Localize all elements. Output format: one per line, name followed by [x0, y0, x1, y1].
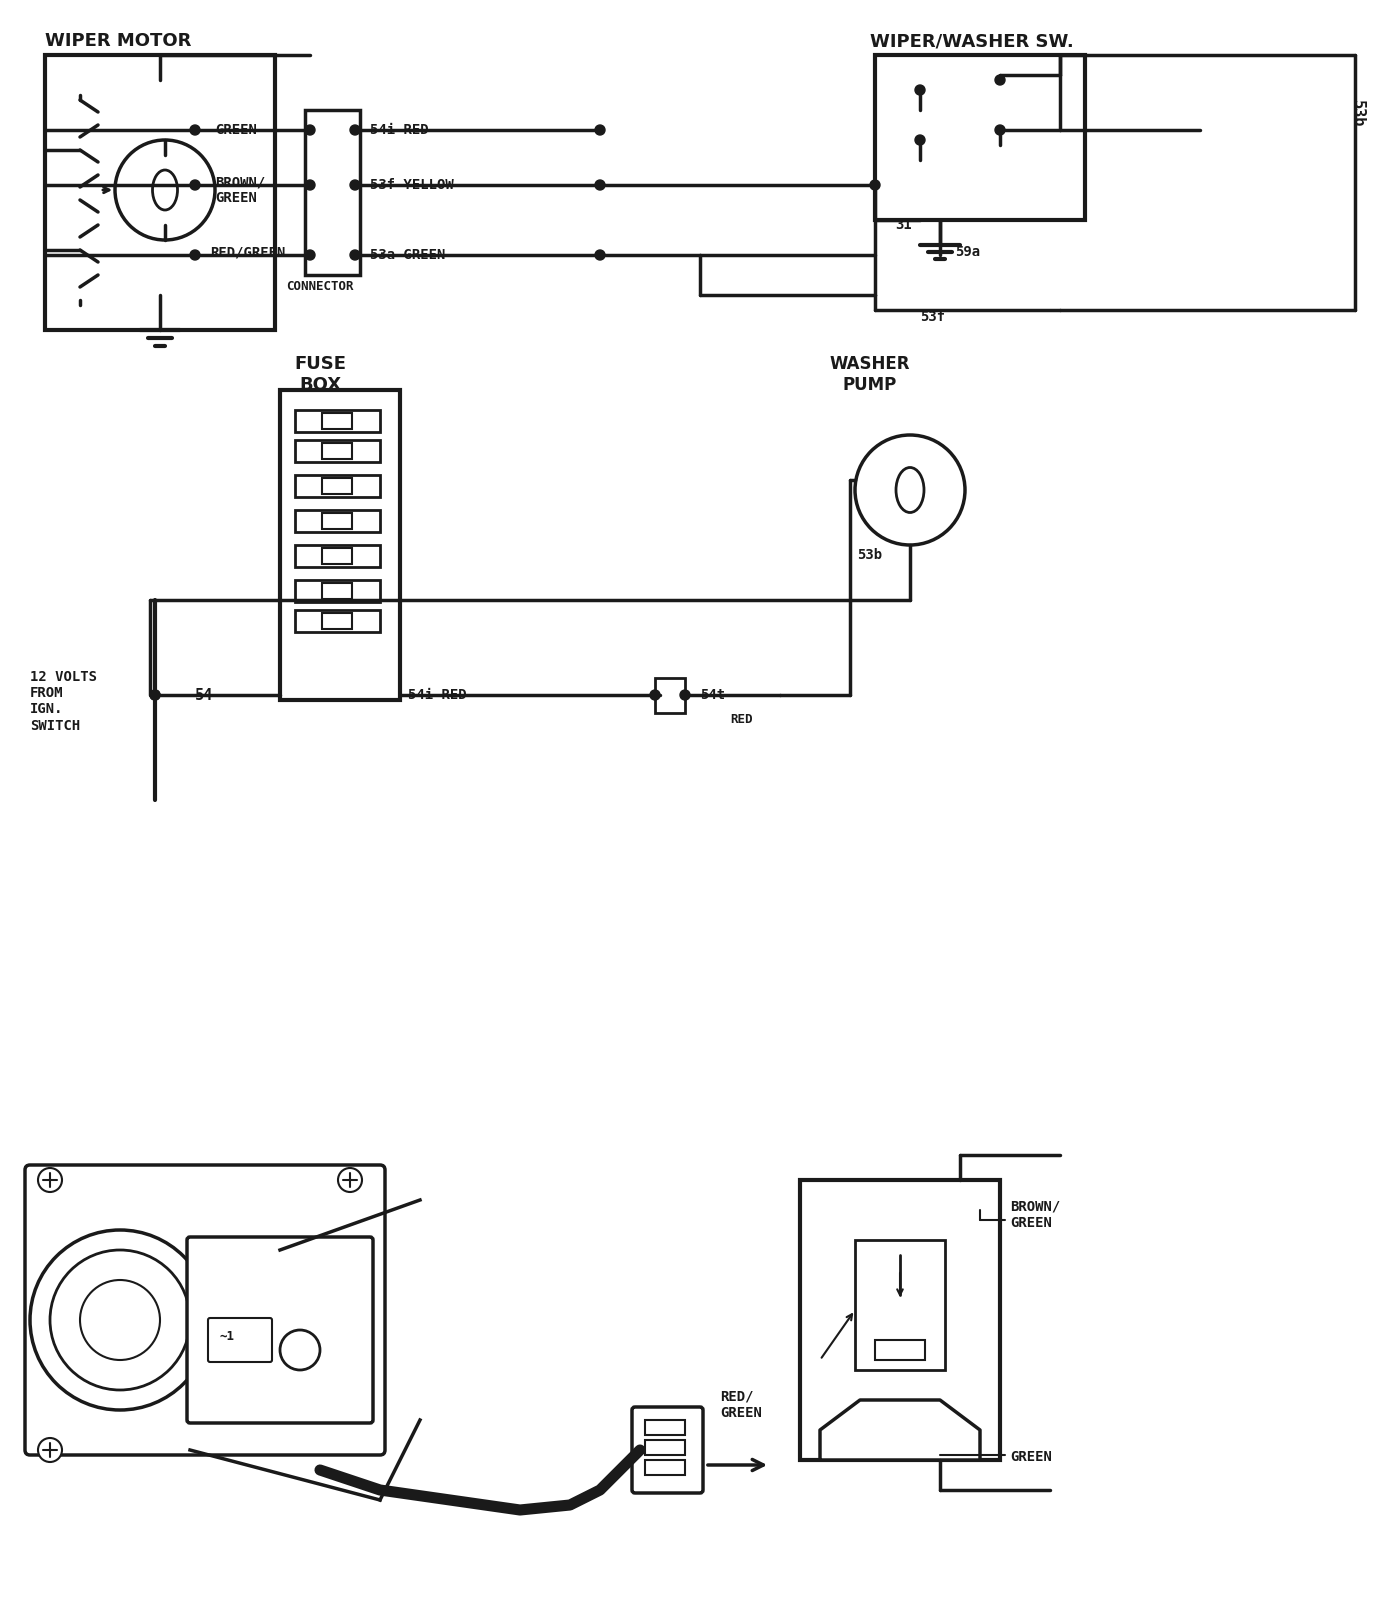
Text: 54t: 54t — [701, 688, 725, 702]
Circle shape — [916, 134, 925, 146]
Text: 54i RED: 54i RED — [408, 688, 466, 702]
Circle shape — [338, 1168, 363, 1192]
Bar — [295, 510, 381, 531]
Text: CONNECTOR: CONNECTOR — [287, 280, 354, 293]
Text: WIPER MOTOR: WIPER MOTOR — [46, 32, 192, 50]
Ellipse shape — [896, 467, 924, 512]
Circle shape — [594, 179, 605, 190]
Circle shape — [594, 125, 605, 134]
Ellipse shape — [153, 170, 178, 210]
Bar — [855, 1240, 945, 1370]
Text: GREEN: GREEN — [215, 123, 256, 138]
Circle shape — [916, 85, 925, 94]
Bar — [323, 582, 352, 598]
Circle shape — [190, 179, 200, 190]
Circle shape — [350, 125, 360, 134]
Bar — [645, 1421, 685, 1435]
Bar — [295, 546, 381, 566]
Text: 53f: 53f — [920, 310, 945, 323]
Text: WIPER/WASHER SW.: WIPER/WASHER SW. — [870, 32, 1074, 50]
FancyBboxPatch shape — [208, 1318, 272, 1362]
Circle shape — [996, 125, 1005, 134]
Circle shape — [50, 1250, 190, 1390]
Bar — [295, 610, 381, 632]
Text: 53a GREEN: 53a GREEN — [370, 248, 445, 262]
Bar — [876, 1341, 925, 1360]
Bar — [295, 410, 381, 432]
Circle shape — [350, 179, 360, 190]
Circle shape — [996, 75, 1005, 85]
Circle shape — [280, 1330, 320, 1370]
Circle shape — [30, 1230, 210, 1410]
Text: 31: 31 — [895, 218, 912, 232]
Text: 54: 54 — [194, 688, 214, 702]
Circle shape — [650, 690, 661, 701]
Text: RED/GREEN: RED/GREEN — [210, 245, 285, 259]
Circle shape — [190, 250, 200, 259]
Circle shape — [190, 125, 200, 134]
Circle shape — [855, 435, 965, 546]
Text: 12 VOLTS
FROM
IGN.
SWITCH: 12 VOLTS FROM IGN. SWITCH — [30, 670, 97, 733]
Bar — [46, 54, 274, 330]
Circle shape — [80, 1280, 160, 1360]
Polygon shape — [821, 1400, 980, 1459]
Bar — [295, 475, 381, 498]
FancyBboxPatch shape — [25, 1165, 385, 1454]
Text: FUSE
BOX: FUSE BOX — [294, 355, 346, 394]
FancyBboxPatch shape — [188, 1237, 372, 1422]
Circle shape — [39, 1438, 62, 1462]
Circle shape — [305, 250, 314, 259]
Circle shape — [680, 690, 690, 701]
Bar — [876, 54, 1085, 219]
Bar — [295, 579, 381, 602]
Bar — [323, 443, 352, 459]
Bar — [645, 1440, 685, 1454]
Bar — [800, 1181, 1000, 1459]
Circle shape — [350, 250, 360, 259]
Circle shape — [870, 179, 880, 190]
Text: GREEN: GREEN — [1009, 1450, 1052, 1464]
Text: 53b: 53b — [1350, 99, 1365, 128]
Text: WASHER
PUMP: WASHER PUMP — [830, 355, 910, 394]
Bar — [645, 1459, 685, 1475]
Text: BROWN/
GREEN: BROWN/ GREEN — [215, 174, 265, 205]
Text: BROWN/
GREEN: BROWN/ GREEN — [1009, 1200, 1060, 1230]
Circle shape — [305, 125, 314, 134]
Text: RED/
GREEN: RED/ GREEN — [720, 1390, 761, 1421]
Circle shape — [39, 1168, 62, 1192]
Text: ~1: ~1 — [221, 1330, 234, 1342]
Bar — [323, 478, 352, 494]
Circle shape — [150, 690, 160, 701]
Text: 54i RED: 54i RED — [370, 123, 429, 138]
Text: 53b: 53b — [858, 547, 883, 562]
Bar — [323, 613, 352, 629]
Text: 59a: 59a — [956, 245, 980, 259]
Circle shape — [305, 179, 314, 190]
Circle shape — [594, 250, 605, 259]
Bar — [323, 413, 352, 429]
FancyBboxPatch shape — [632, 1406, 703, 1493]
Bar — [323, 514, 352, 530]
Text: 53f YELLOW: 53f YELLOW — [370, 178, 454, 192]
Circle shape — [150, 690, 160, 701]
Bar — [295, 440, 381, 462]
Bar — [305, 110, 360, 275]
Bar — [280, 390, 400, 701]
Bar — [655, 678, 685, 714]
Text: RED: RED — [729, 714, 753, 726]
Circle shape — [114, 141, 215, 240]
Bar — [323, 547, 352, 565]
